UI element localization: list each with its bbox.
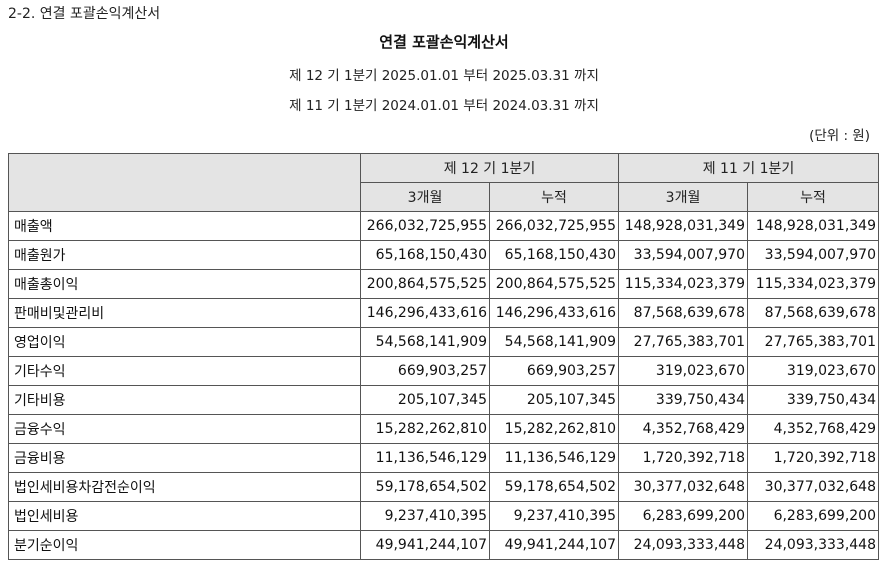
account-header-cell [8,153,361,212]
prior-cumulative-value: 1,720,392,718 [747,443,879,473]
current-three-months-value: 15,282,262,810 [360,414,490,444]
current-three-months-value: 266,032,725,955 [360,211,490,241]
table-row: 금융비용 11,136,546,129 11,136,546,129 1,720,39… [8,443,879,473]
prior-three-months-value: 4,352,768,429 [618,414,748,444]
prior-cumulative-value: 4,352,768,429 [747,414,879,444]
prior-cumulative-value: 24,093,333,448 [747,530,879,560]
prior-three-months-value: 339,750,434 [618,385,748,415]
current-three-months-value: 11,136,546,129 [360,443,490,473]
current-cumulative-value: 11,136,546,129 [489,443,619,473]
current-three-months-value: 146,296,433,616 [360,298,490,328]
current-cumulative-value: 669,903,257 [489,356,619,386]
table-row: 금융수익 15,282,262,810 15,282,262,810 4,352,76… [8,414,879,444]
current-cumulative-value: 59,178,654,502 [489,472,619,502]
section-heading: 2-2. 연결 포괄손익계산서 [8,6,161,22]
current-cumulative-value: 266,032,725,955 [489,211,619,241]
current-three-months-value: 49,941,244,107 [360,530,490,560]
prior-three-months-value: 87,568,639,678 [618,298,748,328]
current-cumulative-value: 9,237,410,395 [489,501,619,531]
current-cumulative-value: 15,282,262,810 [489,414,619,444]
prior-three-months-value: 24,093,333,448 [618,530,748,560]
prior-cumulative-header: 누적 [747,182,879,212]
current-cumulative-value: 65,168,150,430 [489,240,619,270]
account-label: 법인세비용차감전순이익 [8,472,361,502]
prior-cumulative-value: 148,928,031,349 [747,211,879,241]
current-three-months-value: 54,568,141,909 [360,327,490,357]
account-label: 판매비및관리비 [8,298,361,328]
account-label: 법인세비용 [8,501,361,531]
prior-three-months-value: 33,594,007,970 [618,240,748,270]
table-row: 매출원가 65,168,150,430 65,168,150,430 33,594,0… [8,240,879,270]
account-label: 기타수익 [8,356,361,386]
table-row: 기타수익 669,903,257 669,903,257 319,023,670 319… [8,356,879,386]
account-label: 금융비용 [8,443,361,473]
unit-label: (단위 : 원) [809,128,870,144]
current-cumulative-value: 205,107,345 [489,385,619,415]
current-cumulative-value: 200,864,575,525 [489,269,619,299]
current-cumulative-value: 54,568,141,909 [489,327,619,357]
prior-three-months-header: 3개월 [618,182,748,212]
table-body: 매출액 266,032,725,955 266,032,725,955 148,928… [8,211,879,560]
table-header: 제 12 기 1분기 제 11 기 1분기 3개월 누적 3개월 누적 [8,153,879,212]
table-row: 판매비및관리비 146,296,433,616 146,296,433,616 87,… [8,298,879,328]
account-label: 분기순이익 [8,530,361,560]
account-label: 매출원가 [8,240,361,270]
current-three-months-value: 200,864,575,525 [360,269,490,299]
current-cumulative-value: 49,941,244,107 [489,530,619,560]
table-row: 매출액 266,032,725,955 266,032,725,955 148,928… [8,211,879,241]
current-three-months-value: 669,903,257 [360,356,490,386]
statement-title: 연결 포괄손익계산서 [379,33,509,51]
prior-three-months-value: 148,928,031,349 [618,211,748,241]
account-label: 영업이익 [8,327,361,357]
current-cumulative-value: 146,296,433,616 [489,298,619,328]
prior-three-months-value: 115,334,023,379 [618,269,748,299]
table-row: 기타비용 205,107,345 205,107,345 339,750,434 339… [8,385,879,415]
account-label: 매출총이익 [8,269,361,299]
current-three-months-value: 9,237,410,395 [360,501,490,531]
prior-cumulative-value: 319,023,670 [747,356,879,386]
prior-cumulative-value: 87,568,639,678 [747,298,879,328]
table-row: 법인세비용차감전순이익 59,178,654,502 59,178,654,502 3… [8,472,879,502]
table-row: 영업이익 54,568,141,909 54,568,141,909 27,765,3… [8,327,879,357]
current-three-months-value: 65,168,150,430 [360,240,490,270]
prior-cumulative-value: 33,594,007,970 [747,240,879,270]
prior-period-line: 제 11 기 1분기 2024.01.01 부터 2024.03.31 까지 [289,98,599,114]
prior-cumulative-value: 339,750,434 [747,385,879,415]
prior-three-months-value: 6,283,699,200 [618,501,748,531]
account-label: 매출액 [8,211,361,241]
current-three-months-header: 3개월 [360,182,490,212]
prior-cumulative-value: 30,377,032,648 [747,472,879,502]
prior-cumulative-value: 115,334,023,379 [747,269,879,299]
current-three-months-value: 205,107,345 [360,385,490,415]
account-label: 금융수익 [8,414,361,444]
prior-cumulative-value: 6,283,699,200 [747,501,879,531]
table-row: 분기순이익 49,941,244,107 49,941,244,107 24,093,… [8,530,879,560]
prior-three-months-value: 319,023,670 [618,356,748,386]
table-row: 법인세비용 9,237,410,395 9,237,410,395 6,283,699… [8,501,879,531]
table-row: 매출총이익 200,864,575,525 200,864,575,525 115,3… [8,269,879,299]
current-period-line: 제 12 기 1분기 2025.01.01 부터 2025.03.31 까지 [289,68,599,84]
current-period-header: 제 12 기 1분기 [360,153,619,183]
current-three-months-value: 59,178,654,502 [360,472,490,502]
account-label: 기타비용 [8,385,361,415]
income-statement-table: 제 12 기 1분기 제 11 기 1분기 3개월 누적 3개월 누적 매출액 2… [8,153,879,560]
prior-three-months-value: 1,720,392,718 [618,443,748,473]
prior-three-months-value: 27,765,383,701 [618,327,748,357]
current-cumulative-header: 누적 [489,182,619,212]
prior-period-header: 제 11 기 1분기 [618,153,879,183]
prior-three-months-value: 30,377,032,648 [618,472,748,502]
prior-cumulative-value: 27,765,383,701 [747,327,879,357]
